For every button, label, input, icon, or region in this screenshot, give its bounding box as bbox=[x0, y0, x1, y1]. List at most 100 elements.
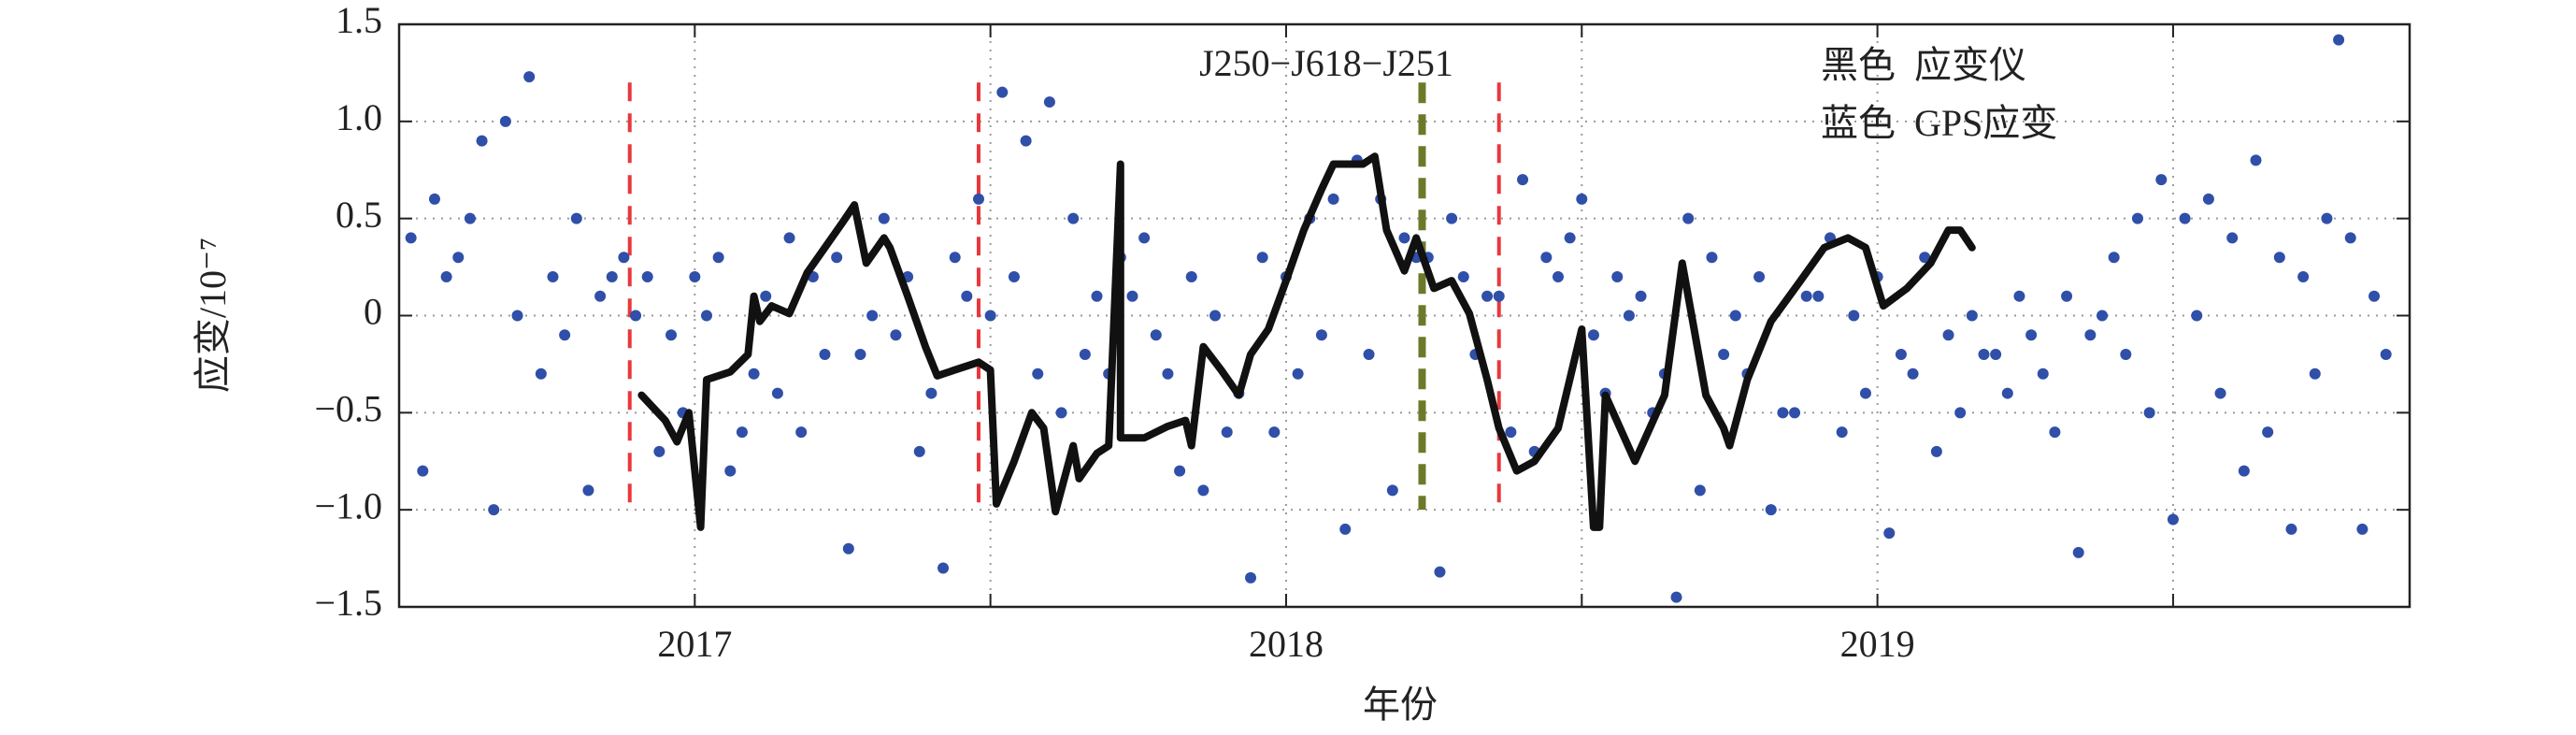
y-tick-label: −0.5 bbox=[314, 388, 382, 430]
gps-point bbox=[1032, 368, 1044, 380]
gps-point bbox=[700, 310, 712, 322]
gps-point bbox=[630, 310, 642, 322]
legend-entry: 蓝色 GPS应变 bbox=[1821, 102, 2057, 144]
gps-point bbox=[2238, 465, 2250, 477]
gps-point bbox=[2202, 193, 2214, 205]
gps-point bbox=[2321, 212, 2333, 224]
gps-point bbox=[452, 252, 465, 264]
gps-point bbox=[1564, 232, 1576, 244]
gps-point bbox=[1043, 96, 1055, 108]
gps-point bbox=[1623, 310, 1635, 322]
gps-point bbox=[1020, 135, 1032, 147]
legend-entry: 黑色 应变仪 bbox=[1821, 44, 2026, 86]
gps-point bbox=[2297, 270, 2310, 282]
gps-point bbox=[1576, 193, 1588, 205]
gps-point bbox=[1552, 270, 1564, 282]
gps-point bbox=[1729, 310, 1741, 322]
gps-point bbox=[1185, 270, 1197, 282]
gps-point bbox=[1126, 290, 1138, 302]
gps-point bbox=[961, 290, 973, 302]
gps-point bbox=[1848, 310, 1860, 322]
gps-point bbox=[1339, 523, 1352, 535]
y-tick-label: 1.0 bbox=[336, 96, 382, 138]
gps-point bbox=[1197, 484, 1209, 497]
gps-point bbox=[1481, 290, 1494, 302]
gps-point bbox=[665, 329, 678, 341]
gps-point bbox=[2155, 174, 2168, 186]
gps-point bbox=[2072, 546, 2084, 558]
gps-point bbox=[2013, 290, 2025, 302]
gps-point bbox=[913, 445, 925, 457]
gps-point bbox=[1315, 329, 1327, 341]
gps-point bbox=[1919, 252, 1931, 264]
gps-point bbox=[1883, 527, 1896, 540]
gps-point bbox=[866, 310, 879, 322]
gps-point bbox=[1990, 349, 2002, 361]
gps-point bbox=[1221, 426, 1233, 439]
gps-point bbox=[724, 465, 737, 477]
gps-point bbox=[1055, 407, 1067, 419]
gps-point bbox=[1978, 349, 1990, 361]
gps-point bbox=[1174, 465, 1186, 477]
gps-point bbox=[1245, 571, 1257, 584]
gps-point bbox=[2143, 407, 2155, 419]
axes: −1.5 −1.0 −0.5 0 0.5 1.0 1.5 2017 2018 2019 bbox=[314, 0, 2411, 665]
gps-point bbox=[1753, 270, 1766, 282]
gps-point bbox=[1587, 329, 1599, 341]
gps-point bbox=[1517, 174, 1529, 186]
gps-point bbox=[1209, 310, 1222, 322]
gps-point bbox=[949, 252, 961, 264]
gps-point bbox=[2131, 212, 2143, 224]
gps-point bbox=[1789, 407, 1801, 419]
gps-point bbox=[736, 426, 748, 439]
gps-point bbox=[2309, 368, 2321, 380]
gps-point bbox=[760, 290, 772, 302]
gps-point bbox=[1954, 407, 1967, 419]
gps-point bbox=[476, 135, 488, 147]
gps-point bbox=[937, 562, 950, 574]
gps-point bbox=[771, 387, 783, 399]
y-tick-label: 0 bbox=[364, 291, 382, 333]
gps-point bbox=[1150, 329, 1162, 341]
gps-point bbox=[1777, 407, 1789, 419]
x-tick-label: 2017 bbox=[657, 623, 732, 665]
y-tick-label: −1.0 bbox=[314, 484, 382, 526]
gps-point bbox=[819, 349, 831, 361]
gps-point bbox=[488, 504, 500, 516]
gps-point bbox=[1008, 270, 1020, 282]
gps-point bbox=[925, 387, 937, 399]
gps-point bbox=[712, 252, 724, 264]
gps-point bbox=[547, 270, 559, 282]
gps-point bbox=[1268, 426, 1281, 439]
gps-point bbox=[2273, 252, 2285, 264]
gps-point bbox=[2191, 310, 2203, 322]
gps-point bbox=[2380, 349, 2392, 361]
gps-point bbox=[1635, 290, 1647, 302]
gps-point bbox=[594, 290, 607, 302]
gps-point bbox=[428, 193, 440, 205]
gps-point bbox=[1765, 504, 1777, 516]
gps-point bbox=[1670, 591, 1682, 603]
gps-point bbox=[1446, 212, 1458, 224]
gps-point bbox=[440, 270, 452, 282]
gps-point bbox=[2167, 513, 2179, 526]
gps-point bbox=[2001, 387, 2013, 399]
gps-point bbox=[878, 212, 890, 224]
x-tick-label: 2019 bbox=[1840, 623, 1915, 665]
gps-point bbox=[405, 232, 417, 244]
gps-point bbox=[2356, 523, 2368, 535]
gps-point bbox=[1930, 445, 1942, 457]
gps-point bbox=[2120, 349, 2132, 361]
gps-point bbox=[1505, 426, 1517, 439]
gps-point bbox=[1942, 329, 1954, 341]
gps-point bbox=[1682, 212, 1695, 224]
strain-line bbox=[637, 152, 1976, 531]
gps-point bbox=[1398, 232, 1410, 244]
gps-point bbox=[2179, 212, 2191, 224]
gps-point bbox=[1706, 252, 1718, 264]
gps-point bbox=[2226, 232, 2239, 244]
gps-point bbox=[1493, 290, 1505, 302]
y-axis-label: 应变/10⁻⁷ bbox=[192, 238, 234, 393]
y-tick-label: 0.5 bbox=[336, 194, 382, 236]
gps-point bbox=[1079, 349, 1091, 361]
